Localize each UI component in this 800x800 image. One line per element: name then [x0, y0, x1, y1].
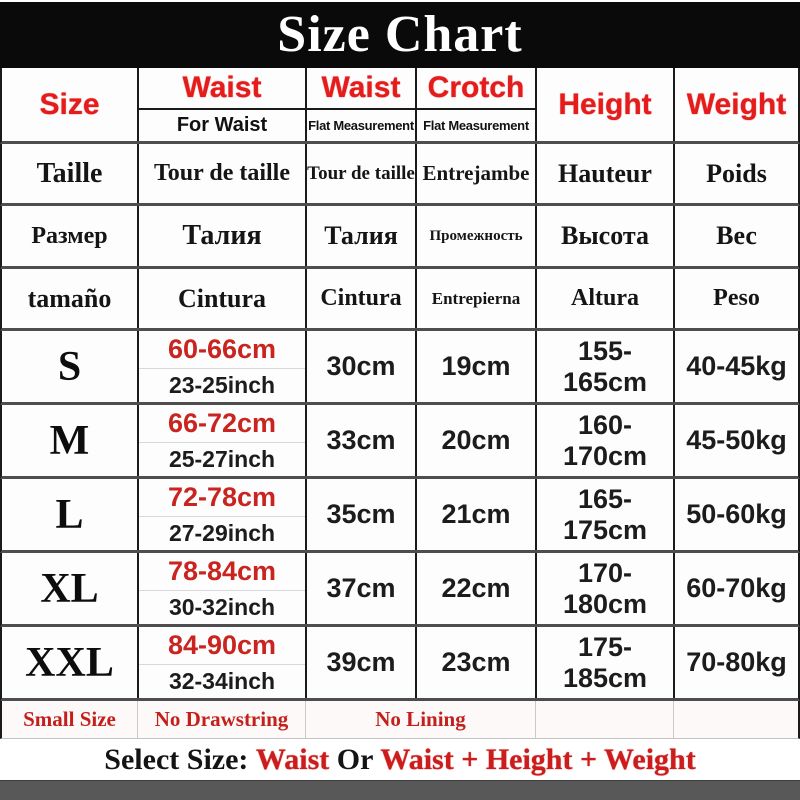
- size-label: S: [57, 343, 82, 390]
- weight-value: 70-80kg: [673, 627, 798, 698]
- translation-cell: Peso: [673, 269, 798, 328]
- translation-cell: Талия: [137, 206, 305, 266]
- translation-cell: Высота: [535, 206, 673, 266]
- select-size-option-a: Waist: [255, 742, 330, 776]
- translation-cell: Altura: [535, 269, 673, 328]
- size-row-xl: XL 78-84cm 30-32inch 37cm 22cm 170-180cm…: [0, 553, 800, 627]
- note-empty-height: [535, 701, 673, 738]
- waist-inch-value: 23-25inch: [168, 372, 276, 398]
- translation-cell: Tour de taille: [137, 144, 305, 203]
- translation-cell: Талия: [305, 206, 415, 266]
- notes-row: Small Size No Drawstring No Lining: [0, 701, 800, 739]
- waist-inch-value: 32-34inch: [168, 668, 276, 694]
- translation-row-3: tamaño Cintura Cintura Entrepierna Altur…: [0, 269, 800, 331]
- note-no-lining: No Lining: [305, 701, 535, 738]
- weight-value: 50-60kg: [673, 479, 798, 550]
- waist-range-cell: 84-90cm 32-34inch: [137, 627, 305, 698]
- crotch-value: 19cm: [415, 331, 535, 402]
- header-weight: Weight: [673, 68, 798, 141]
- waist-flat-value: 39cm: [305, 627, 415, 698]
- translation-cell: Tour de taille: [305, 144, 415, 203]
- bottom-gray-bar: [0, 780, 800, 800]
- waist-range-cell: 66-72cm 25-27inch: [137, 405, 305, 476]
- crotch-value: 20cm: [415, 405, 535, 476]
- waist-inch-value: 27-29inch: [168, 520, 276, 546]
- page-title: Size Chart: [277, 6, 523, 63]
- table-header-row: Size Waist For Waist Waist Flat Measurem…: [0, 68, 800, 144]
- translation-cell: Hauteur: [535, 144, 673, 203]
- size-row-l: L 72-78cm 27-29inch 35cm 21cm 165-175cm …: [0, 479, 800, 553]
- header-waist-for: Waist For Waist: [137, 68, 305, 141]
- header-height: Height: [535, 68, 673, 141]
- header-crotch-main: Crotch: [417, 68, 535, 110]
- waist-inch-value: 30-32inch: [168, 594, 276, 620]
- translation-cell: Taille: [36, 157, 103, 189]
- waist-range-cell: 72-78cm 27-29inch: [137, 479, 305, 550]
- header-crotch-sub: Flat Measurement: [423, 118, 529, 133]
- note-small-size: Small Size: [23, 707, 116, 731]
- waist-cm-value: 72-78cm: [139, 479, 305, 517]
- translation-cell: Размер: [31, 222, 108, 249]
- size-row-s: S 60-66cm 23-25inch 30cm 19cm 155-165cm …: [0, 331, 800, 405]
- select-size-option-b: Waist + Height + Weight: [380, 742, 696, 776]
- weight-value: 40-45kg: [673, 331, 798, 402]
- waist-range-cell: 60-66cm 23-25inch: [137, 331, 305, 402]
- waist-flat-value: 30cm: [305, 331, 415, 402]
- select-size-line: Select Size: Waist Or Waist + Height + W…: [0, 739, 800, 780]
- height-value: 165-175cm: [535, 479, 673, 550]
- translation-cell: Вес: [673, 206, 798, 266]
- select-size-label: Select Size:: [104, 742, 256, 776]
- crotch-value: 23cm: [415, 627, 535, 698]
- waist-cm-value: 60-66cm: [139, 331, 305, 369]
- size-label: M: [49, 417, 90, 464]
- height-value: 170-180cm: [535, 553, 673, 624]
- note-no-drawstring: No Drawstring: [137, 701, 305, 738]
- header-waist-flat-main: Waist: [307, 68, 415, 110]
- header-size: Size: [39, 87, 100, 121]
- select-size-connector: Or: [329, 742, 381, 776]
- header-waist-flat: Waist Flat Measurement: [305, 68, 415, 141]
- waist-flat-value: 37cm: [305, 553, 415, 624]
- translation-row-1: Taille Tour de taille Tour de taille Ent…: [0, 144, 800, 206]
- note-empty-weight: [673, 701, 798, 738]
- waist-inch-value: 25-27inch: [168, 446, 276, 472]
- crotch-value: 21cm: [415, 479, 535, 550]
- translation-cell: Промежность: [415, 206, 535, 266]
- waist-flat-value: 35cm: [305, 479, 415, 550]
- weight-value: 60-70kg: [673, 553, 798, 624]
- waist-range-cell: 78-84cm 30-32inch: [137, 553, 305, 624]
- waist-flat-value: 33cm: [305, 405, 415, 476]
- translation-cell: Poids: [673, 144, 798, 203]
- header-waist-for-main: Waist: [139, 68, 305, 110]
- title-banner: Size Chart: [0, 2, 800, 68]
- translation-cell: Entrejambe: [415, 144, 535, 203]
- waist-cm-value: 66-72cm: [139, 405, 305, 443]
- size-label: XL: [40, 565, 99, 612]
- translation-cell: Cintura: [305, 269, 415, 328]
- translation-cell: tamaño: [27, 283, 112, 313]
- size-row-xxl: XXL 84-90cm 32-34inch 39cm 23cm 175-185c…: [0, 627, 800, 701]
- height-value: 160-170cm: [535, 405, 673, 476]
- height-value: 175-185cm: [535, 627, 673, 698]
- crotch-value: 22cm: [415, 553, 535, 624]
- header-waist-flat-sub: Flat Measurement: [308, 118, 414, 133]
- waist-cm-value: 78-84cm: [139, 553, 305, 591]
- size-label: XXL: [25, 639, 114, 686]
- translation-row-2: Размер Талия Талия Промежность Высота Ве…: [0, 206, 800, 269]
- translation-cell: Cintura: [137, 269, 305, 328]
- weight-value: 45-50kg: [673, 405, 798, 476]
- size-row-m: M 66-72cm 25-27inch 33cm 20cm 160-170cm …: [0, 405, 800, 479]
- translation-cell: Entrepierna: [415, 269, 535, 328]
- header-waist-for-sub: For Waist: [176, 114, 268, 136]
- height-value: 155-165cm: [535, 331, 673, 402]
- header-crotch: Crotch Flat Measurement: [415, 68, 535, 141]
- waist-cm-value: 84-90cm: [139, 627, 305, 665]
- size-label: L: [55, 491, 84, 538]
